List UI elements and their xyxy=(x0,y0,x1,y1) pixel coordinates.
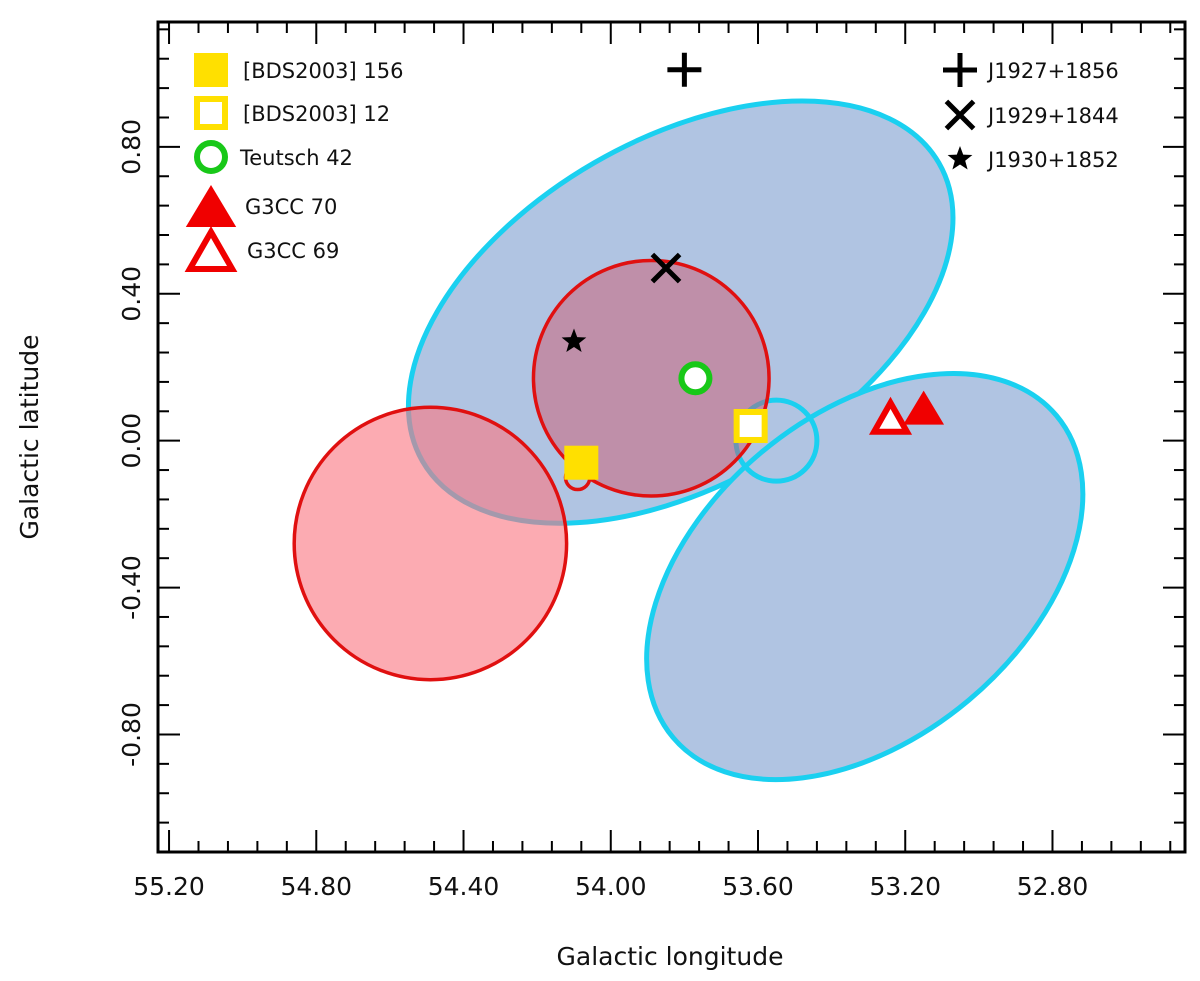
x-tick-label: 54.80 xyxy=(280,872,352,901)
y-tick-label: 0.80 xyxy=(117,119,146,175)
data-point-j1930-1852 xyxy=(561,328,587,352)
legend-label: J1930+1852 xyxy=(986,148,1119,172)
legend: [BDS2003] 156 [BDS2003] 12 Teutsch 42 G3CC … xyxy=(184,53,1119,272)
regions-layer xyxy=(292,98,1086,783)
legend-marker xyxy=(944,99,976,131)
ticks-layer: 55.20 54.80 54.40 54.00 53.60 53.20 52.80 0.80 0… xyxy=(117,22,1185,901)
data-point--bds2003-156 xyxy=(564,445,599,480)
plot-frame xyxy=(156,20,1187,854)
markers-layer xyxy=(561,52,945,480)
y-tick-label: -0.80 xyxy=(117,702,146,767)
x-tick-label: 55.20 xyxy=(133,872,205,901)
legend-label: [BDS2003] 12 xyxy=(243,102,390,126)
legend-label: Teutsch 42 xyxy=(239,146,353,170)
legend-label: G3CC 70 xyxy=(245,195,337,219)
y-tick-label: -0.40 xyxy=(117,555,146,620)
y-tick-label: 0.00 xyxy=(117,413,146,469)
data-point--bds2003-12 xyxy=(733,408,768,443)
legend-label: G3CC 69 xyxy=(247,239,339,263)
legend-marker xyxy=(943,53,977,87)
legend-marker xyxy=(947,146,973,170)
y-axis-title: Galactic latitude xyxy=(15,334,44,539)
x-tick-label: 54.00 xyxy=(575,872,647,901)
data-point-g3cc-70 xyxy=(903,390,945,425)
legend-label: [BDS2003] 156 xyxy=(243,59,404,83)
data-point-j1927-1856 xyxy=(667,52,702,87)
data-point-j1929-1844 xyxy=(650,252,682,284)
y-tick-label: 0.40 xyxy=(117,266,146,322)
x-tick-label: 52.80 xyxy=(1017,872,1089,901)
legend-marker xyxy=(194,140,228,174)
x-tick-label: 53.20 xyxy=(869,872,941,901)
x-axis-title: Galactic longitude xyxy=(557,942,784,971)
legend-label: J1929+1844 xyxy=(986,104,1119,128)
legend-marker xyxy=(185,185,237,227)
data-point-teutsch-42 xyxy=(678,361,713,396)
red-circle xyxy=(531,258,771,498)
data-point-g3cc-69 xyxy=(868,396,913,435)
pink-circle xyxy=(292,405,569,682)
legend-marker xyxy=(184,225,238,272)
x-tick-label: 54.40 xyxy=(428,872,500,901)
legend-marker xyxy=(194,53,228,87)
legend-label: J1927+1856 xyxy=(986,59,1119,83)
legend-marker xyxy=(194,96,228,130)
x-tick-label: 53.60 xyxy=(722,872,794,901)
